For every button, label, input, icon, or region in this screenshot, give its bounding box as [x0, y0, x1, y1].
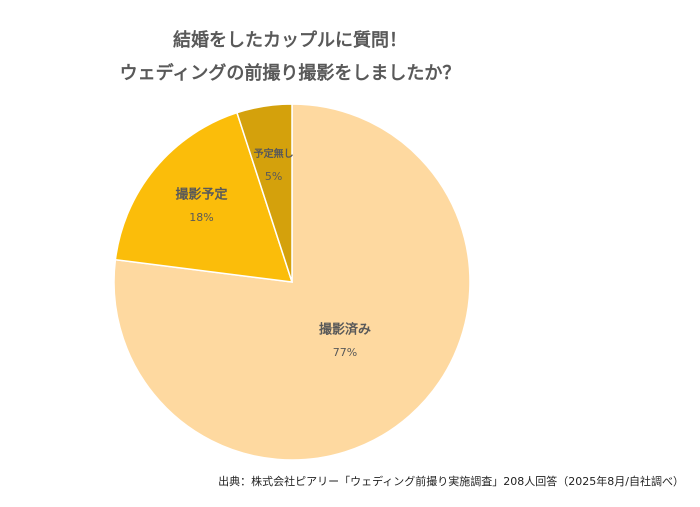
slice-value-label: 18% — [189, 211, 213, 224]
pie-slice — [113, 103, 471, 461]
slice-label: 撮影済み — [319, 322, 371, 338]
source-note: 出典：株式会社ピアリー「ウェディング前撮り実施調査」208人回答（2025年8月… — [218, 474, 684, 488]
slice-label: 撮影予定 — [175, 187, 227, 203]
chart-title: 結婚をしたカップルに質問！ — [173, 29, 407, 51]
chart-title: ウェディングの前撮り撮影をしましたか？ — [120, 62, 461, 84]
pie-slice — [236, 103, 293, 283]
slice-value-label: 77% — [333, 346, 357, 359]
slice-label: 予定無し — [254, 147, 294, 160]
slice-value-label: 5% — [265, 170, 282, 183]
pie-slice — [114, 111, 294, 283]
